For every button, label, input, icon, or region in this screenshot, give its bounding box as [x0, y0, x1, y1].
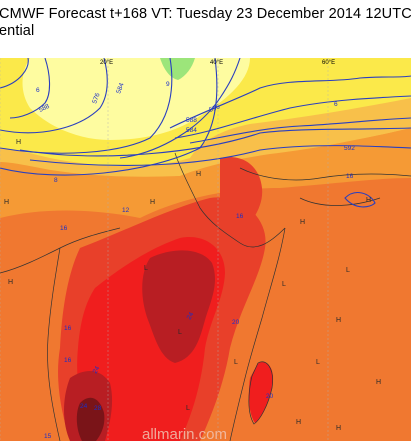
forecast-map: 20°E 40°E 60°E 6 588 576 584 9 588 584 5…	[0, 58, 411, 441]
pressure-marker: L	[144, 265, 148, 272]
contour-label: 16	[236, 213, 244, 220]
forecast-subtitle: ential	[0, 23, 35, 39]
pressure-marker: H	[16, 139, 21, 146]
contour-label: 28	[94, 405, 102, 412]
forecast-title: CMWF Forecast t+168 VT: Tuesday 23 Decem…	[0, 6, 411, 22]
contour-label: 12	[122, 207, 130, 214]
pressure-marker: L	[186, 405, 190, 412]
contour-label: 20	[266, 393, 274, 400]
pressure-marker: H	[8, 279, 13, 286]
contour-label: 584	[186, 127, 197, 134]
lon-label-60e: 60°E	[322, 60, 335, 66]
contour-label: 588	[38, 103, 51, 114]
contour-label: 24	[80, 403, 88, 410]
pressure-marker: L	[178, 329, 182, 336]
pressure-marker: L	[234, 359, 238, 366]
dark-red-region	[142, 250, 215, 363]
contour-label: 584	[115, 82, 125, 95]
contour-label: 20	[232, 319, 240, 326]
pressure-marker: H	[336, 425, 341, 432]
red-region-right	[220, 157, 263, 242]
green-patch	[160, 58, 195, 80]
contour-label: 592	[344, 145, 355, 152]
lon-label-20e: 20°E	[100, 60, 113, 66]
pressure-marker: L	[316, 359, 320, 366]
contour-label: 588	[186, 117, 197, 124]
red-patch-east	[300, 236, 350, 265]
contour-lines	[0, 58, 411, 208]
lon-label-40e: 40°E	[210, 60, 223, 66]
contour-label: 6	[334, 101, 338, 108]
pressure-marker: H	[4, 199, 9, 206]
pressure-marker: H	[296, 419, 301, 426]
contour-label: 16	[60, 225, 68, 232]
maroon-core	[76, 397, 105, 441]
pale-yellow-area	[22, 58, 250, 140]
contour-label: 9	[166, 81, 170, 88]
contour-label: 15	[44, 433, 52, 440]
pressure-marker: H	[376, 379, 381, 386]
contour-label: 596	[208, 103, 221, 113]
contour-label: 6	[36, 87, 40, 94]
bright-red-madagascar	[248, 361, 274, 423]
pressure-marker: L	[282, 281, 286, 288]
contour-label: 24	[186, 311, 196, 321]
pressure-marker: H	[336, 317, 341, 324]
pressure-marker: H	[150, 199, 155, 206]
contour-label: 16	[64, 325, 72, 332]
pressure-marker: H	[300, 219, 305, 226]
pressure-marker: H	[366, 197, 371, 204]
pressure-marker: L	[346, 267, 350, 274]
contour-label: 8	[54, 177, 58, 184]
contour-label: 24	[92, 365, 102, 375]
contour-label: 16	[346, 173, 354, 180]
contour-label: 576	[91, 92, 101, 105]
watermark: allmarin.com	[142, 426, 227, 441]
pressure-marker: H	[196, 171, 201, 178]
contour-label: 16	[64, 357, 72, 364]
